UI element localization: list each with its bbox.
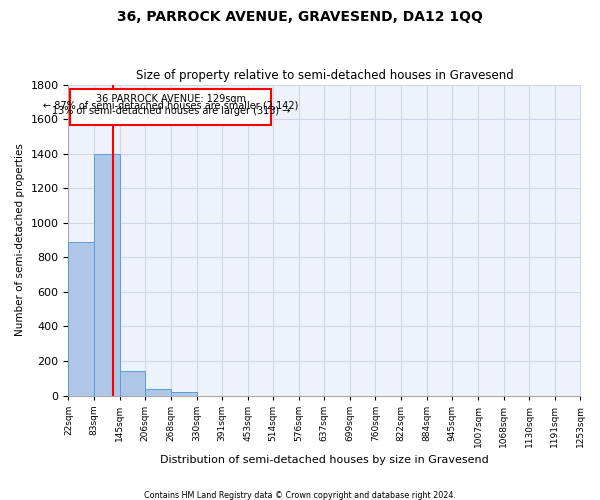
Text: Contains HM Land Registry data © Crown copyright and database right 2024.: Contains HM Land Registry data © Crown c… [144,490,456,500]
Title: Size of property relative to semi-detached houses in Gravesend: Size of property relative to semi-detach… [136,69,514,82]
Text: 13% of semi-detached houses are larger (313) →: 13% of semi-detached houses are larger (… [52,106,290,116]
Text: 36, PARROCK AVENUE, GRAVESEND, DA12 1QQ: 36, PARROCK AVENUE, GRAVESEND, DA12 1QQ [117,10,483,24]
Bar [171,392,197,396]
Text: ← 87% of semi-detached houses are smaller (2,142): ← 87% of semi-detached houses are smalle… [43,100,299,110]
X-axis label: Distribution of semi-detached houses by size in Gravesend: Distribution of semi-detached houses by … [160,455,489,465]
Text: 36 PARROCK AVENUE: 129sqm: 36 PARROCK AVENUE: 129sqm [96,94,246,104]
Bar [68,242,94,396]
Bar [145,390,171,396]
Y-axis label: Number of semi-detached properties: Number of semi-detached properties [15,144,25,336]
Bar [70,89,271,125]
Bar [94,154,119,396]
Bar [119,372,145,396]
